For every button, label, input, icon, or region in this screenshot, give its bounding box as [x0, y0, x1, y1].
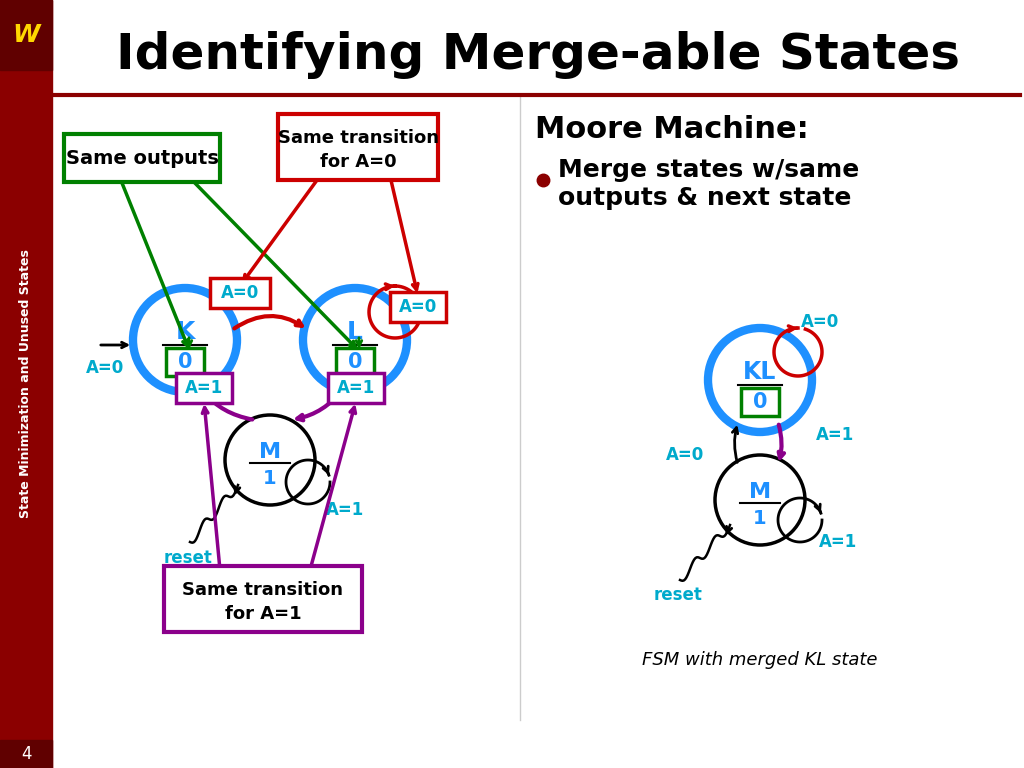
- Circle shape: [225, 415, 315, 505]
- Text: A=0: A=0: [86, 359, 124, 377]
- FancyBboxPatch shape: [328, 373, 384, 403]
- Text: KL: KL: [743, 360, 776, 384]
- Circle shape: [303, 288, 407, 392]
- FancyBboxPatch shape: [278, 114, 438, 180]
- Text: 1: 1: [263, 468, 276, 488]
- FancyBboxPatch shape: [63, 134, 220, 182]
- Text: A=1: A=1: [337, 379, 375, 397]
- Text: A=0: A=0: [399, 298, 437, 316]
- FancyBboxPatch shape: [741, 388, 779, 416]
- Text: A=0: A=0: [666, 446, 705, 464]
- Text: 0: 0: [348, 352, 362, 372]
- Text: K: K: [175, 320, 195, 344]
- Text: State Minimization and Unused States: State Minimization and Unused States: [19, 250, 33, 518]
- Text: for A=0: for A=0: [319, 153, 396, 171]
- Text: Identifying Merge-able States: Identifying Merge-able States: [116, 31, 961, 79]
- Text: Same transition: Same transition: [278, 129, 438, 147]
- FancyBboxPatch shape: [390, 292, 446, 322]
- Text: A=1: A=1: [816, 426, 854, 444]
- FancyBboxPatch shape: [164, 566, 362, 632]
- Text: L: L: [347, 320, 362, 344]
- Bar: [0, 740, 52, 768]
- Text: Merge states w/same: Merge states w/same: [558, 158, 859, 182]
- Text: 0: 0: [178, 352, 193, 372]
- Text: 4: 4: [20, 745, 32, 763]
- FancyBboxPatch shape: [336, 348, 374, 376]
- FancyBboxPatch shape: [166, 348, 204, 376]
- Text: M: M: [259, 442, 281, 462]
- Text: reset: reset: [653, 586, 702, 604]
- Text: for A=1: for A=1: [224, 605, 301, 623]
- Circle shape: [708, 328, 812, 432]
- Text: Same outputs: Same outputs: [66, 148, 218, 167]
- Text: A=1: A=1: [819, 533, 857, 551]
- Bar: [0, 0, 52, 70]
- Text: M: M: [749, 482, 771, 502]
- Text: A=0: A=0: [801, 313, 839, 331]
- Bar: [0, 0, 52, 768]
- Text: Same transition: Same transition: [182, 581, 343, 599]
- Text: 0: 0: [753, 392, 767, 412]
- Text: FSM with merged KL state: FSM with merged KL state: [642, 651, 878, 669]
- FancyBboxPatch shape: [210, 278, 270, 308]
- Text: reset: reset: [164, 549, 212, 567]
- Text: outputs & next state: outputs & next state: [558, 186, 851, 210]
- Text: A=0: A=0: [221, 284, 259, 302]
- Text: A=1: A=1: [326, 501, 365, 519]
- Circle shape: [715, 455, 805, 545]
- Text: A=1: A=1: [185, 379, 223, 397]
- FancyBboxPatch shape: [176, 373, 232, 403]
- Text: 1: 1: [754, 508, 767, 528]
- Text: W: W: [12, 23, 40, 47]
- Circle shape: [133, 288, 237, 392]
- Text: Moore Machine:: Moore Machine:: [535, 115, 809, 144]
